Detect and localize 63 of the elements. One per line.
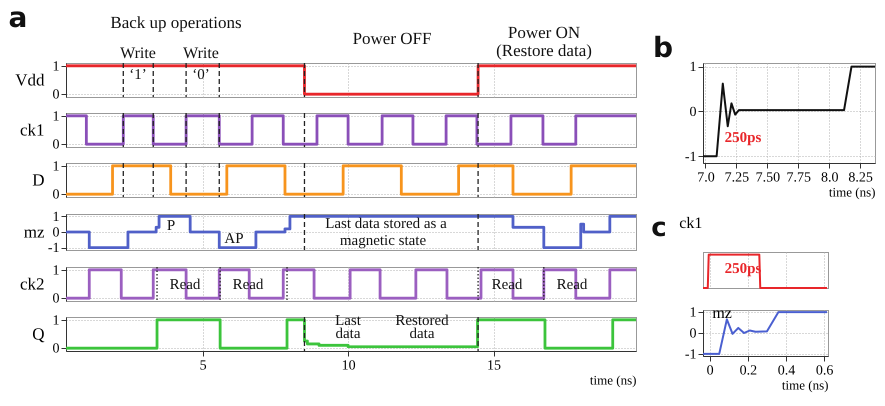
annotation: ‘0’: [192, 67, 210, 83]
y-tick-label: -1: [684, 347, 696, 362]
x-tick-label: 15: [487, 358, 501, 374]
x-tick-label: 10: [342, 358, 356, 374]
y-tick-label: 1: [52, 59, 60, 74]
y-tick-label: -1: [684, 150, 696, 165]
x-tick-label: 8.0: [820, 170, 838, 186]
y-axis-title: ck1: [20, 120, 44, 140]
y-tick-label: 0: [52, 138, 60, 153]
annotation: AP: [224, 231, 244, 247]
x-tick-label: 8.25: [848, 170, 873, 186]
annotation: Restored: [395, 313, 450, 329]
annotation: data: [410, 326, 435, 342]
y-tick-label: 1: [52, 313, 60, 328]
x-tick-label: 0: [706, 364, 714, 378]
text: (Restore data): [496, 41, 592, 60]
x-tick-label: 5: [200, 358, 207, 374]
y-tick-label: 0: [52, 188, 60, 203]
x-axis-title: time (ns): [828, 184, 876, 200]
y-axis-title: Q: [32, 324, 44, 344]
x-tick-label: 7.25: [724, 170, 750, 186]
x-tick-label: 0.6: [816, 364, 834, 378]
y-axis-title: D: [32, 170, 44, 190]
y-tick-label: 1: [52, 263, 60, 278]
annotation: magnetic state: [340, 233, 426, 249]
annotation: ‘1’: [129, 67, 147, 83]
y-tick-label: 1: [52, 159, 60, 174]
text: Write: [183, 45, 219, 62]
text: Power ON: [508, 23, 580, 42]
y-tick-label: 0: [690, 326, 696, 342]
annotation: P: [166, 218, 176, 234]
y-tick-label: 1: [52, 109, 60, 124]
x-tick-label: 0.2: [740, 364, 758, 378]
text: a: [8, 1, 28, 34]
y-tick-label: 0: [52, 226, 60, 240]
y-tick-label: 0: [52, 342, 60, 357]
text: Power OFF: [352, 29, 432, 48]
text: Back up operations: [110, 13, 242, 32]
y-axis-title: mz: [24, 222, 45, 242]
text: b: [652, 31, 674, 64]
x-axis-title: time (ns): [590, 372, 636, 388]
chart-title: mz: [712, 305, 732, 322]
x-tick-label: 7.75: [786, 170, 812, 186]
y-tick-label: 0: [52, 292, 60, 307]
y-tick-label: 1: [690, 60, 696, 76]
text: Write: [120, 45, 156, 62]
x-tick-label: 7.0: [697, 170, 715, 186]
y-tick-label: 0: [52, 88, 60, 103]
y-tick-label: 1: [52, 210, 60, 225]
y-tick-label: 0: [690, 104, 696, 120]
annotation: Last data stored as a: [325, 216, 448, 232]
annotation: Last: [335, 313, 362, 329]
chart-title: ck1: [679, 215, 702, 232]
x-tick-label: 0.4: [778, 364, 796, 378]
x-tick-label: 7.50: [756, 170, 780, 186]
annotation: 250ps: [724, 130, 762, 146]
y-tick-label: 1: [690, 306, 696, 321]
y-axis-title: Vdd: [15, 70, 45, 90]
x-axis-title: time (ns): [782, 378, 828, 392]
y-axis-title: ck2: [20, 274, 44, 294]
annotation: data: [336, 326, 361, 342]
y-tick-label: -1: [48, 241, 60, 256]
text: c: [651, 213, 667, 243]
